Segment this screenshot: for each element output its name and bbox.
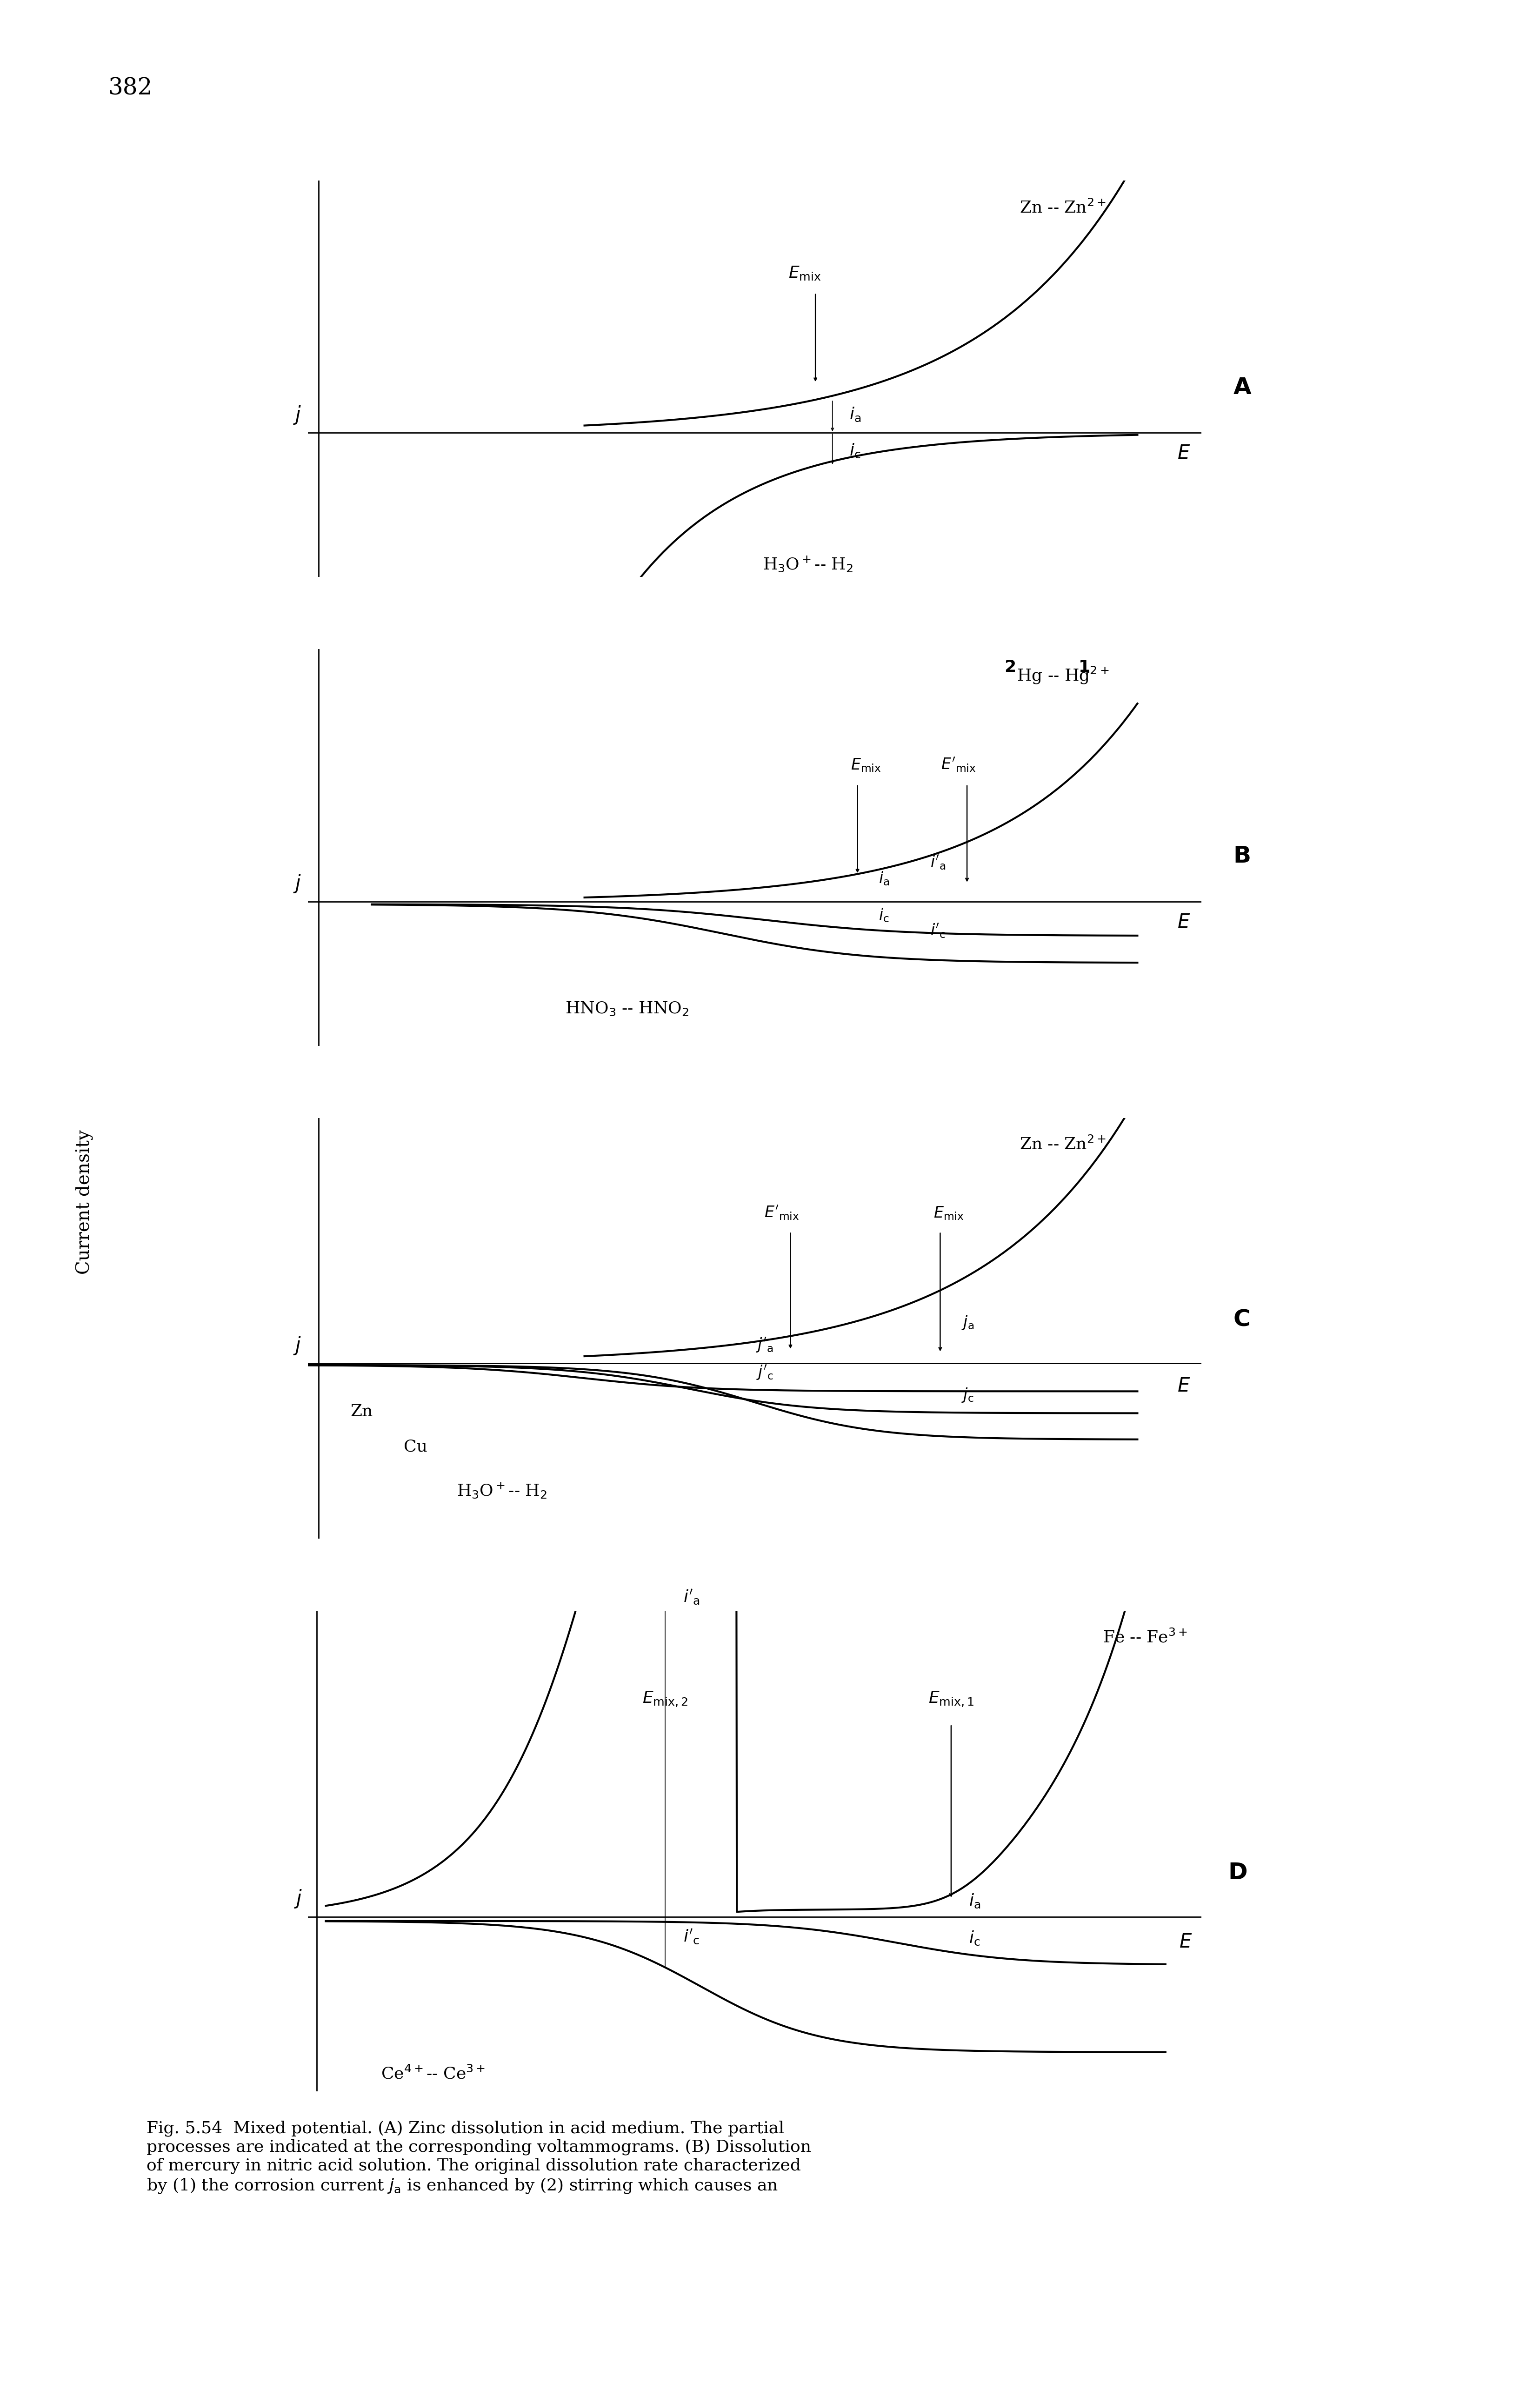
Text: $i_{\rm c}$: $i_{\rm c}$ <box>850 442 861 459</box>
Text: $E$: $E$ <box>1178 1377 1190 1397</box>
Text: $i'_{\rm a}$: $i'_{\rm a}$ <box>684 1589 699 1606</box>
Text: $j$: $j$ <box>293 873 302 894</box>
Text: $j'_{\rm c}$: $j'_{\rm c}$ <box>756 1363 773 1382</box>
Text: $i'_{\rm c}$: $i'_{\rm c}$ <box>930 923 946 940</box>
Text: $E_{\rm mix}$: $E_{\rm mix}$ <box>788 264 821 281</box>
Text: Zn: Zn <box>351 1404 373 1418</box>
Text: $i'_{\rm a}$: $i'_{\rm a}$ <box>930 853 946 870</box>
Text: $i_{\rm c}$: $i_{\rm c}$ <box>879 906 889 923</box>
Text: $j$: $j$ <box>294 1887 303 1909</box>
Text: $i_{\rm a}$: $i_{\rm a}$ <box>879 870 890 887</box>
Text: $E_{\rm mix}$: $E_{\rm mix}$ <box>933 1204 964 1221</box>
Text: $E'_{\rm mix}$: $E'_{\rm mix}$ <box>941 757 976 774</box>
Text: Fig. 5.54  Mixed potential. (A) Zinc dissolution in acid medium. The partial
pro: Fig. 5.54 Mixed potential. (A) Zinc diss… <box>146 2120 812 2195</box>
Text: Cu: Cu <box>403 1438 428 1454</box>
Text: $j$: $j$ <box>293 1334 302 1356</box>
Text: $E_{\rm mix,1}$: $E_{\rm mix,1}$ <box>929 1690 973 1709</box>
Text: HNO$_3$ -- HNO$_2$: HNO$_3$ -- HNO$_2$ <box>565 1000 688 1017</box>
Text: Fe -- Fe$^{3+}$: Fe -- Fe$^{3+}$ <box>1103 1630 1187 1647</box>
Text: $i_{\rm a}$: $i_{\rm a}$ <box>969 1892 981 1909</box>
Text: H$_3$O$^+$-- H$_2$: H$_3$O$^+$-- H$_2$ <box>457 1481 547 1500</box>
Text: $j_{\rm a}$: $j_{\rm a}$ <box>961 1313 975 1332</box>
Text: $j'_{\rm a}$: $j'_{\rm a}$ <box>756 1337 773 1353</box>
Text: H$_3$O$^+$-- H$_2$: H$_3$O$^+$-- H$_2$ <box>762 555 853 572</box>
Text: $\mathbf{1}$: $\mathbf{1}$ <box>1078 659 1090 676</box>
Text: $E$: $E$ <box>1180 1933 1192 1952</box>
Text: $E_{\rm mix,2}$: $E_{\rm mix,2}$ <box>642 1690 688 1709</box>
Text: $\mathbf{B}$: $\mathbf{B}$ <box>1234 844 1250 868</box>
Text: $j_{\rm c}$: $j_{\rm c}$ <box>961 1387 973 1404</box>
Text: $\mathbf{2}$: $\mathbf{2}$ <box>1004 659 1015 676</box>
Text: $j$: $j$ <box>293 404 302 426</box>
Text: 382: 382 <box>108 77 152 101</box>
Text: Zn -- Zn$^{2+}$: Zn -- Zn$^{2+}$ <box>1019 1137 1106 1154</box>
Text: Hg -- Hg$^{2+}$: Hg -- Hg$^{2+}$ <box>1016 666 1109 685</box>
Text: $E$: $E$ <box>1178 914 1190 933</box>
Text: $E'_{\rm mix}$: $E'_{\rm mix}$ <box>764 1204 799 1221</box>
Text: Zn -- Zn$^{2+}$: Zn -- Zn$^{2+}$ <box>1019 200 1106 216</box>
Text: $\mathbf{C}$: $\mathbf{C}$ <box>1234 1308 1249 1332</box>
Text: $E$: $E$ <box>1178 442 1190 464</box>
Text: Current density: Current density <box>75 1130 94 1274</box>
Text: Ce$^{4+}$-- Ce$^{3+}$: Ce$^{4+}$-- Ce$^{3+}$ <box>380 2065 485 2082</box>
Text: $i_{\rm a}$: $i_{\rm a}$ <box>850 406 861 423</box>
Text: $i'_{\rm c}$: $i'_{\rm c}$ <box>684 1928 699 1945</box>
Text: $\mathbf{A}$: $\mathbf{A}$ <box>1234 375 1252 399</box>
Text: $i_{\rm c}$: $i_{\rm c}$ <box>969 1930 981 1947</box>
Text: $\mathbf{D}$: $\mathbf{D}$ <box>1227 1861 1247 1885</box>
Text: $E_{\rm mix}$: $E_{\rm mix}$ <box>850 757 881 774</box>
